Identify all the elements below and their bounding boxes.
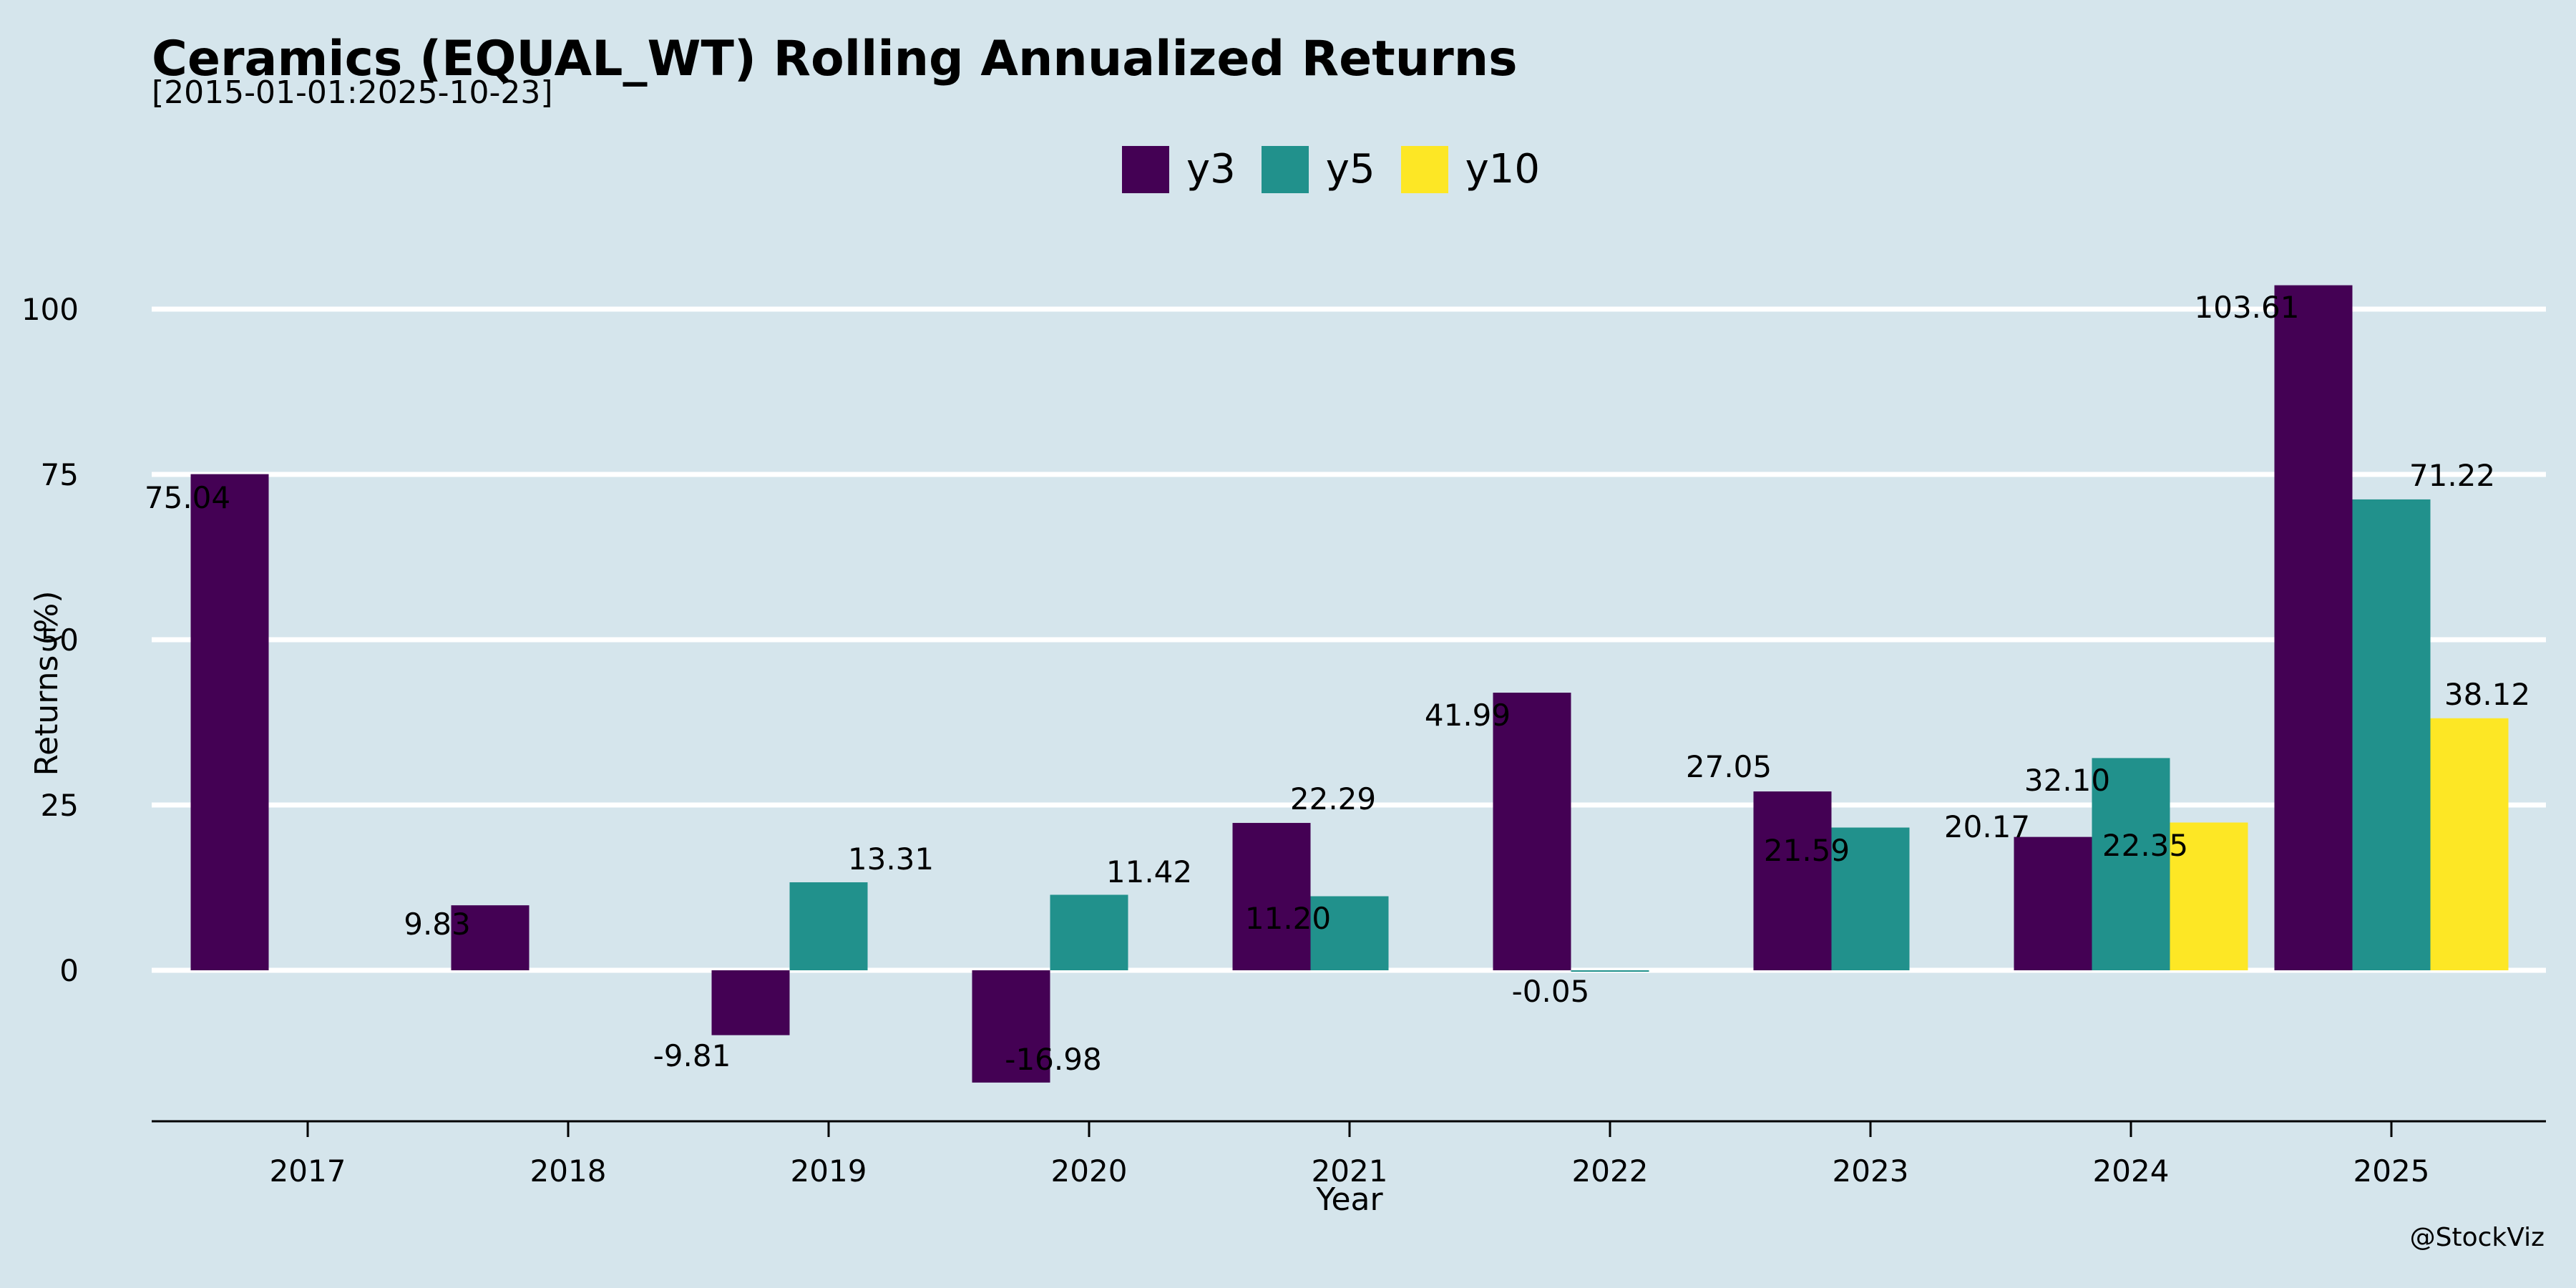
data-label-y3-2019: -9.81 [653, 1038, 731, 1073]
y-tick-label: 25 [41, 788, 79, 823]
data-label-y5-2020: 11.42 [1106, 854, 1192, 889]
data-label-y5-2024: 32.10 [2024, 763, 2110, 798]
y-axis-label: Returns (%) [29, 590, 65, 776]
bar-y3-2020 [972, 970, 1050, 1083]
x-tick-label: 2024 [2093, 1153, 2170, 1189]
bar-y5-2024 [2092, 758, 2170, 970]
bar-y5-2023 [1831, 827, 1910, 970]
legend-swatch-y5 [1261, 146, 1309, 193]
bar-y3-2019 [711, 970, 790, 1035]
legend-label-y3: y3 [1186, 146, 1236, 192]
x-tick-label: 2019 [791, 1153, 867, 1189]
data-label-y3-2018: 9.83 [404, 907, 471, 942]
bar-y3-2017 [190, 474, 269, 970]
legend-item-y3: y3 [1122, 146, 1236, 193]
data-label-y3-2025: 103.61 [2195, 290, 2300, 325]
legend-item-y5: y5 [1261, 146, 1375, 193]
chart-subtitle: [2015-01-01:2025-10-23] [152, 74, 553, 111]
legend-swatch-y3 [1122, 146, 1170, 193]
data-label-y5-2019: 13.31 [848, 841, 934, 877]
bar-y3-2025 [2274, 285, 2353, 971]
bar-y3-2021 [1232, 823, 1311, 970]
legend-swatch-y10 [1400, 146, 1448, 193]
y-tick-label: 0 [59, 953, 79, 988]
y-tick-label: 75 [41, 457, 79, 492]
bar-y5-2021 [1310, 896, 1389, 970]
x-tick-label: 2022 [1572, 1153, 1649, 1189]
x-tick-label: 2017 [270, 1153, 346, 1189]
bar-y3-2023 [1753, 791, 1832, 970]
data-label-y5-2025: 71.22 [2409, 458, 2495, 493]
bar-y5-2020 [1050, 894, 1128, 970]
x-tick-label: 2018 [530, 1153, 607, 1189]
data-labels: 75.04 9.83 -9.81 -16.98 22.29 41.99 27.05 20.17… [145, 290, 2530, 1077]
watermark: @StockViz [2409, 1223, 2545, 1252]
data-label-y3-2023: 27.05 [1686, 749, 1772, 784]
x-tick-label: 2021 [1312, 1153, 1388, 1189]
x-tick-label: 2023 [1833, 1153, 1909, 1189]
legend-item-y10: y10 [1400, 146, 1540, 193]
x-tick-label: 2020 [1051, 1153, 1128, 1189]
bar-y5-2022 [1571, 970, 1649, 972]
data-label-y3-2021: 22.29 [1290, 781, 1376, 816]
bar-y10-2024 [2170, 822, 2248, 970]
data-label-y10-2025: 38.12 [2444, 677, 2530, 712]
y-tick-label: 50 [41, 623, 79, 658]
x-axis-label: Year [1315, 1181, 1383, 1218]
data-label-y5-2021: 11.20 [1245, 901, 1331, 936]
data-label-y10-2024: 22.35 [2102, 828, 2188, 863]
data-label-y5-2022: -0.05 [1512, 974, 1590, 1009]
bar-y5-2019 [789, 882, 868, 970]
data-label-y5-2023: 21.59 [1764, 833, 1850, 868]
data-label-y3-2022: 41.99 [1425, 698, 1511, 733]
bar-y10-2025 [2430, 718, 2509, 970]
data-label-y3-2020: -16.98 [1005, 1042, 1101, 1077]
x-tick-label: 2025 [2353, 1153, 2430, 1189]
bar-y3-2022 [1493, 693, 1571, 970]
bar-y5-2025 [2352, 499, 2431, 970]
axes: 0 25 50 75 100 2017 2018 2019 2020 2021 2022 2023 20… [21, 292, 2546, 1189]
y-tick-label: 100 [21, 292, 79, 327]
legend: y3 y5 y10 [0, 143, 2576, 196]
bar-y3-2024 [2014, 836, 2092, 970]
bar-y3-2018 [451, 905, 530, 970]
bars [190, 285, 2509, 1083]
data-label-y3-2017: 75.04 [145, 480, 230, 515]
chart-title: Ceramics (EQUAL_WT) Rolling Annualized R… [152, 31, 1518, 87]
data-label-y3-2024: 20.17 [1944, 809, 2030, 844]
legend-label-y5: y5 [1325, 146, 1375, 192]
legend-label-y10: y10 [1465, 146, 1540, 192]
